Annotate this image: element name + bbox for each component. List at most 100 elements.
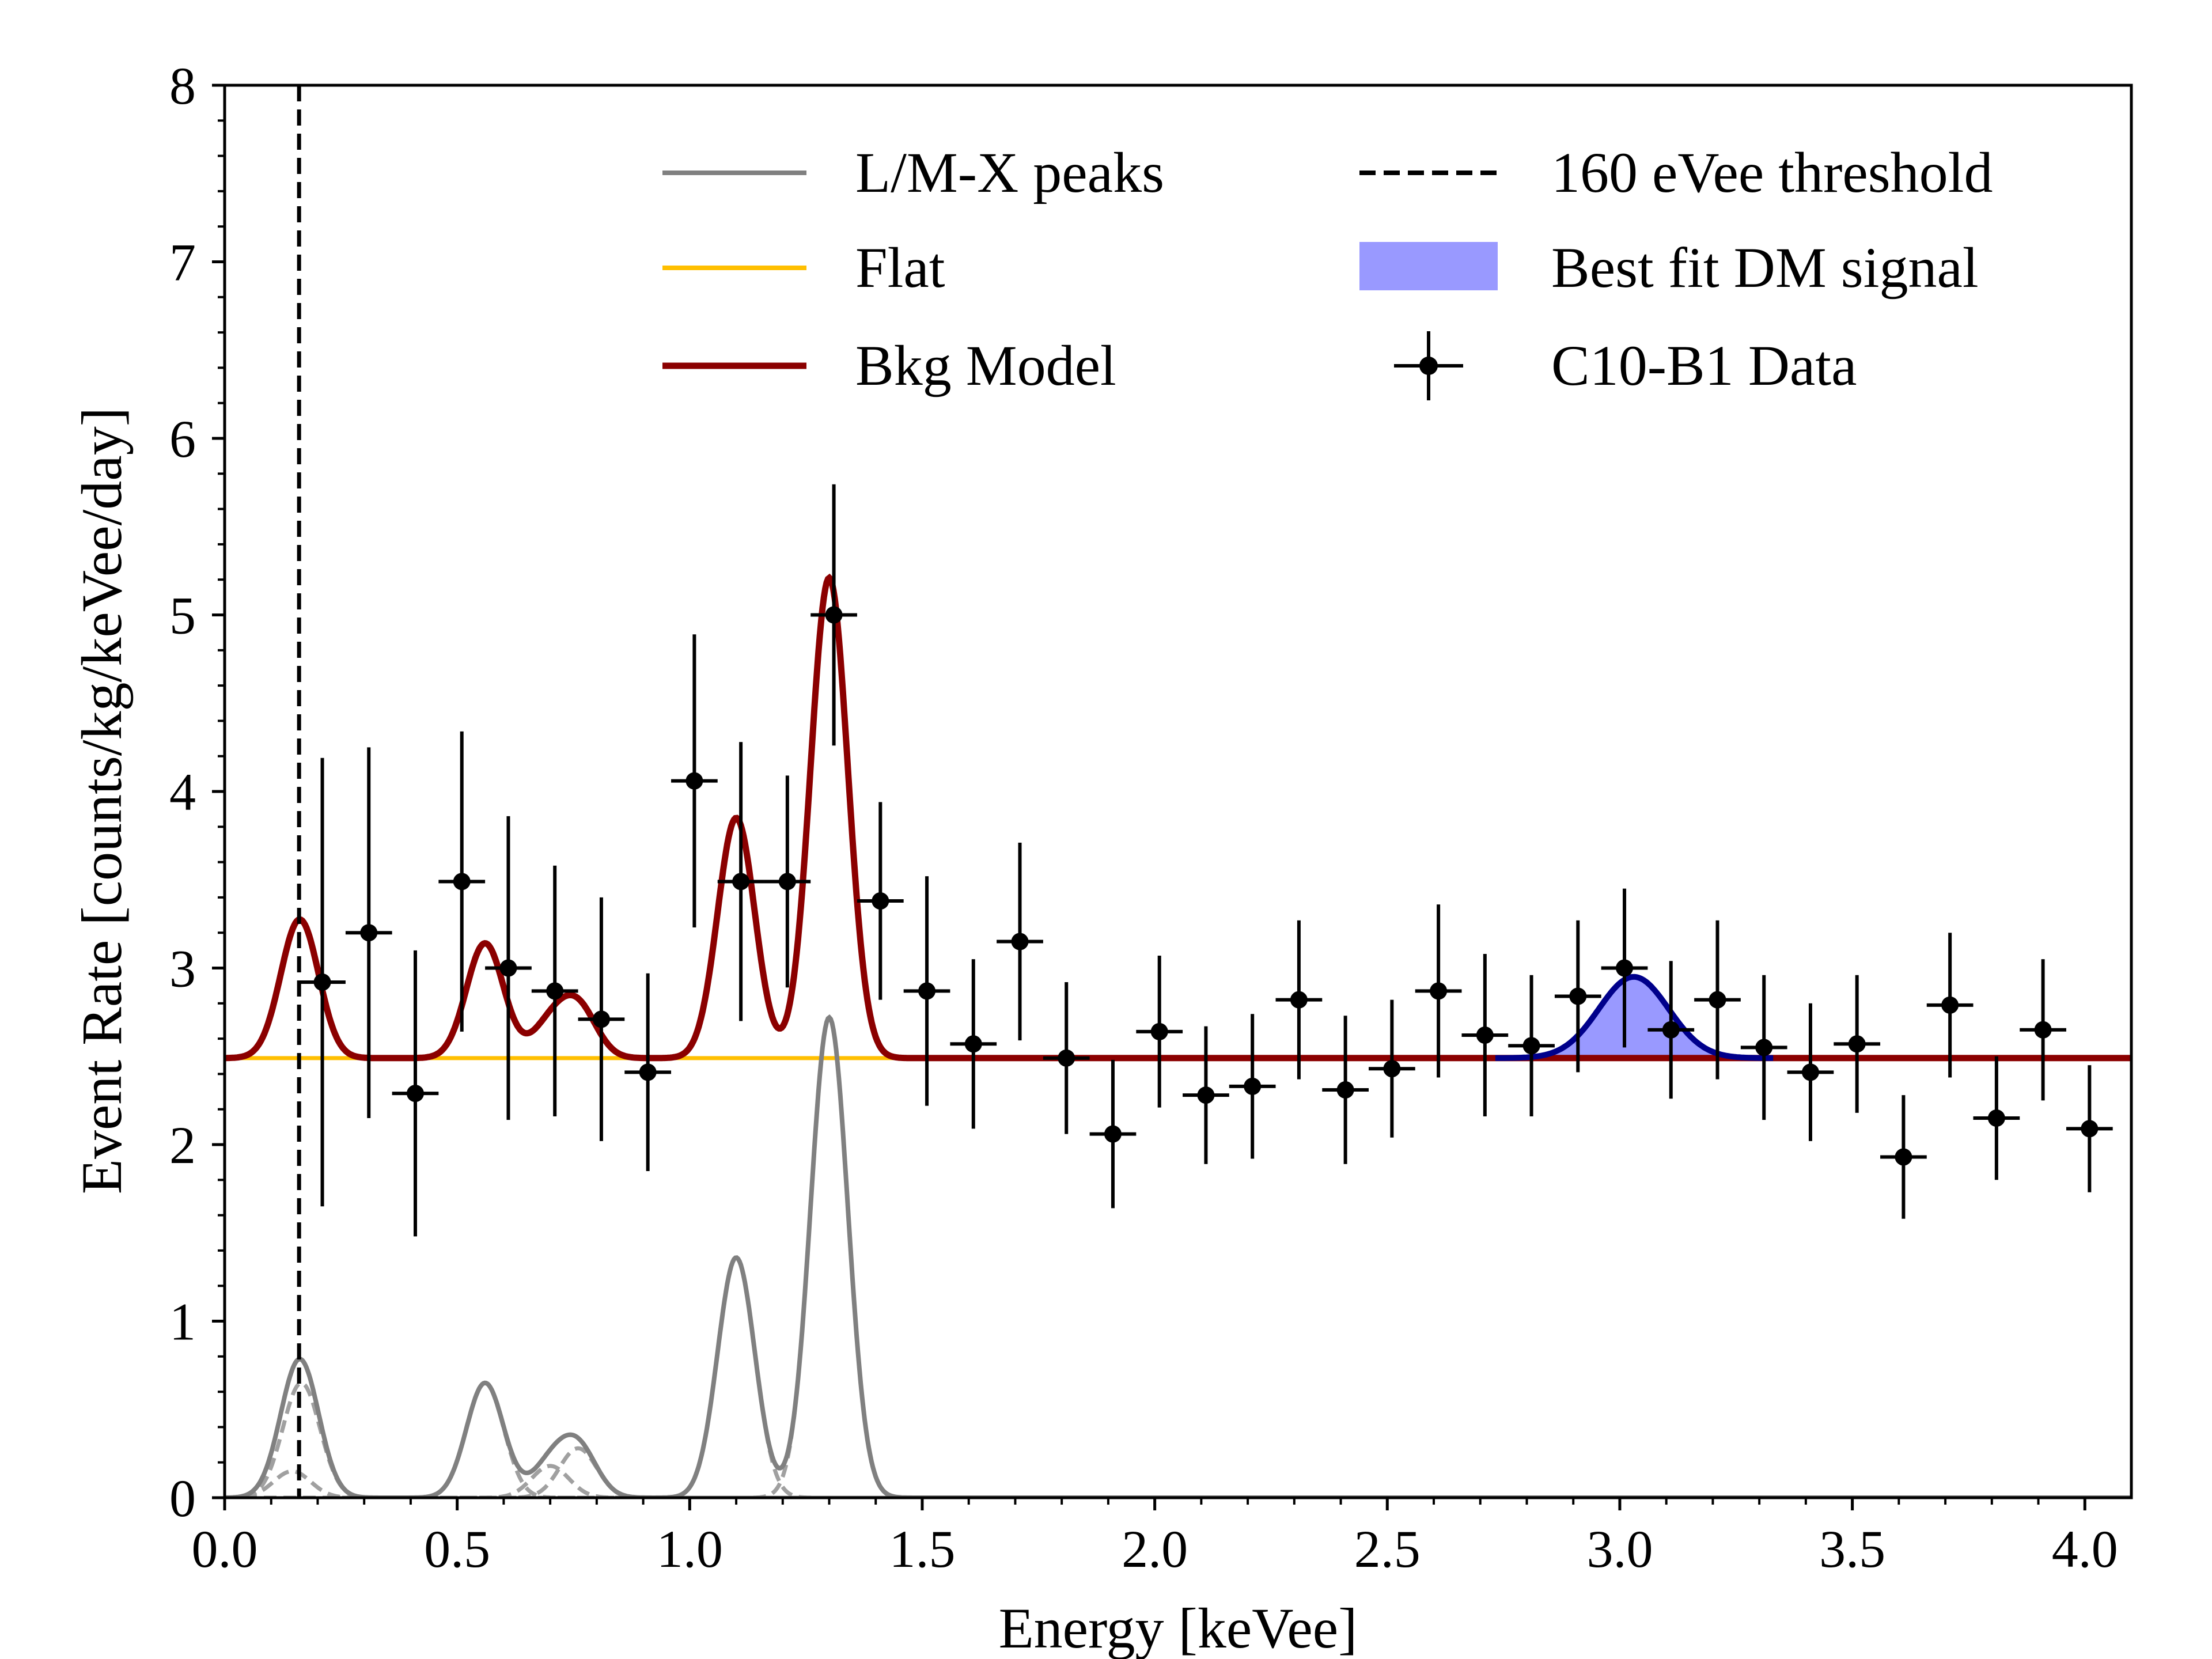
data-point-marker	[685, 772, 703, 790]
data-point	[1880, 1095, 1927, 1219]
data-point	[438, 731, 486, 1032]
x-tick-label: 4.0	[2052, 1520, 2118, 1578]
data-point	[345, 747, 392, 1119]
data-point	[810, 484, 857, 746]
y-tick-label: 8	[169, 56, 196, 115]
data-point-marker	[546, 982, 564, 1000]
data-point	[531, 865, 578, 1116]
data-point	[1647, 961, 1695, 1099]
data-point-marker	[1569, 987, 1587, 1005]
data-point	[578, 897, 625, 1141]
data-point-marker	[1522, 1037, 1540, 1055]
data-point-marker	[1336, 1081, 1354, 1099]
data-point-marker	[1150, 1022, 1168, 1040]
data-point-marker	[1662, 1021, 1680, 1039]
data-point	[392, 950, 439, 1237]
peak-components	[225, 1014, 2131, 1498]
x-tick-label: 2.0	[1122, 1520, 1188, 1578]
legend-entry-bkg-model: Bkg Model	[662, 334, 1116, 397]
data-point	[1415, 904, 1462, 1078]
y-tick-label: 0	[169, 1469, 196, 1528]
data-point	[1601, 888, 1648, 1048]
peak-component-curve	[225, 1446, 2131, 1498]
data-point-marker	[2034, 1021, 2052, 1039]
data-point-marker	[1941, 996, 1959, 1014]
data-point-marker	[872, 892, 889, 910]
y-tick-label: 5	[169, 586, 196, 645]
data-point-marker	[1244, 1077, 1262, 1095]
data-point-marker	[1290, 991, 1308, 1009]
x-tick-label: 1.0	[657, 1520, 723, 1578]
data-point	[1043, 982, 1090, 1134]
y-tick-label: 3	[169, 940, 196, 998]
data-point-marker	[1616, 959, 1634, 977]
data-point-marker	[1430, 982, 1448, 1000]
data-point-marker	[1755, 1039, 1773, 1056]
x-tick-label: 0.5	[424, 1520, 490, 1578]
legend-label-data: C10-B1 Data	[1551, 334, 1857, 397]
data-point-marker	[2081, 1120, 2099, 1138]
data-point-marker	[1895, 1148, 1912, 1166]
data-point	[717, 742, 764, 1021]
data-point	[2066, 1065, 2113, 1192]
y-axis-label: Event Rate [counts/kg/keVee/day]	[70, 407, 134, 1194]
data-point	[1554, 920, 1601, 1073]
data-point	[1508, 975, 1555, 1116]
legend-label-dm-signal: Best fit DM signal	[1551, 236, 1979, 300]
legend-label-flat: Flat	[855, 236, 945, 300]
legend-label-bkg-model: Bkg Model	[855, 334, 1116, 397]
legend: L/M-X peaks 160 eVee threshold Flat Best…	[662, 141, 1993, 400]
data-point	[299, 757, 346, 1207]
data-point-marker	[1383, 1060, 1401, 1078]
legend-entry-lm-x-peaks: L/M-X peaks	[662, 141, 1164, 204]
y-tick-label: 6	[169, 410, 196, 468]
data-point	[1229, 1014, 1276, 1159]
data-point	[903, 876, 950, 1106]
data-point-marker	[1058, 1049, 1075, 1067]
data-point-marker	[1801, 1063, 1819, 1081]
data-point	[1275, 920, 1323, 1080]
x-axis-label: Energy [keVee]	[999, 1596, 1358, 1659]
x-tick-label: 3.0	[1586, 1520, 1653, 1578]
legend-swatch-dm-signal	[1359, 242, 1498, 290]
y-axis-ticks: 0 1 2 3 4 5 6 7 8	[169, 56, 225, 1528]
y-tick-label: 2	[169, 1116, 196, 1175]
data-point-marker	[313, 974, 331, 991]
data-point-marker	[1987, 1109, 2005, 1127]
data-points	[299, 484, 2113, 1237]
lm-x-peak-curve	[225, 1014, 2131, 1498]
x-tick-label: 2.5	[1354, 1520, 1421, 1578]
legend-entry-threshold: 160 eVee threshold	[1359, 141, 1993, 204]
lm-x-peak-curves	[225, 1014, 2131, 1498]
legend-label-lm-x-peaks: L/M-X peaks	[855, 141, 1164, 204]
x-axis-ticks: 0.0 0.5 1.0 1.5 2.0 2.5 3.0 3.5 4.0	[192, 1498, 2118, 1578]
data-point	[1183, 1026, 1229, 1164]
dm-signal-curve	[1495, 974, 1774, 1061]
y-tick-label: 4	[169, 763, 196, 821]
data-point	[997, 842, 1043, 1041]
data-point	[1089, 1059, 1137, 1209]
data-point	[1834, 975, 1881, 1113]
data-point-marker	[1709, 991, 1726, 1009]
legend-label-threshold: 160 eVee threshold	[1551, 141, 1993, 204]
data-point-marker	[1011, 933, 1029, 950]
data-point-marker	[778, 873, 796, 891]
bkg-model-curve	[225, 573, 2131, 1062]
plot-area	[225, 85, 2131, 1498]
data-point	[950, 959, 997, 1129]
data-point	[1973, 1056, 2020, 1180]
data-point-marker	[825, 606, 843, 624]
data-point	[1926, 933, 1974, 1078]
data-point	[2020, 959, 2066, 1101]
x-tick-label: 1.5	[889, 1520, 955, 1578]
data-point	[1322, 1016, 1369, 1164]
data-point	[1369, 999, 1415, 1138]
data-point-marker	[592, 1010, 610, 1028]
data-point-marker	[1476, 1026, 1494, 1044]
data-point	[485, 816, 532, 1120]
data-point-marker	[732, 873, 750, 891]
data-point	[1740, 975, 1787, 1120]
data-point-marker	[964, 1035, 982, 1053]
x-tick-label: 0.0	[192, 1520, 258, 1578]
data-point-marker	[1848, 1035, 1866, 1053]
